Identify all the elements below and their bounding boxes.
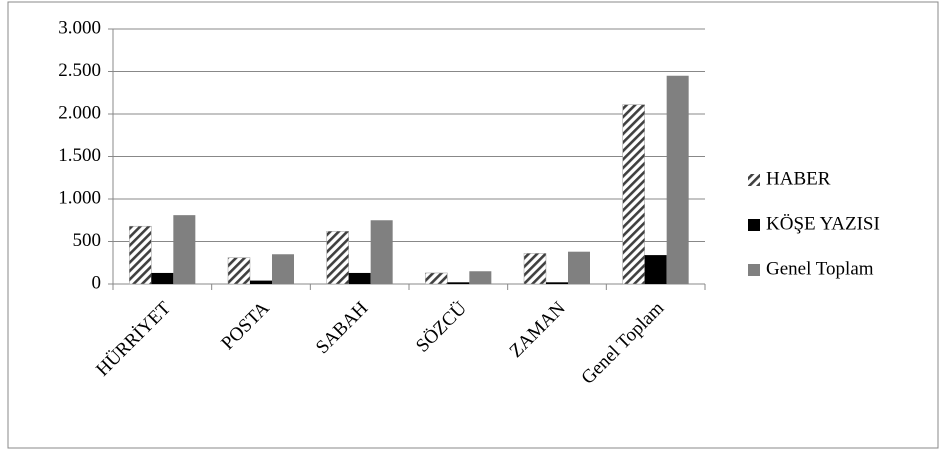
bar	[326, 231, 349, 285]
bar	[173, 215, 196, 284]
bar	[546, 282, 568, 284]
y-tick-label: 1.000	[58, 187, 101, 208]
y-tick-label: 2.000	[58, 102, 101, 123]
bar	[644, 255, 667, 284]
bar	[272, 254, 294, 284]
bar	[151, 272, 174, 284]
bar	[129, 225, 152, 285]
bar	[523, 253, 547, 285]
bar	[425, 272, 448, 285]
legend-label: Genel Toplam	[766, 258, 874, 279]
bar	[447, 282, 470, 284]
bar	[370, 220, 393, 284]
bar	[568, 251, 590, 284]
bar	[227, 257, 251, 285]
chart-frame	[7, 1, 939, 449]
bar	[622, 104, 645, 285]
y-tick-label: 0	[92, 272, 102, 293]
legend-swatch	[748, 264, 760, 276]
y-tick-label: 2.500	[58, 60, 101, 81]
y-tick-label: 1.500	[58, 145, 101, 166]
legend-swatch	[748, 174, 760, 186]
bar	[666, 75, 689, 284]
legend-label: KÖŞE YAZISI	[766, 213, 880, 234]
legend-swatch	[748, 219, 760, 231]
bar	[348, 272, 371, 284]
y-tick-label: 3.000	[58, 17, 101, 38]
bar	[250, 280, 272, 284]
legend-label: HABER	[766, 168, 831, 189]
y-tick-label: 500	[73, 230, 102, 251]
bar	[469, 271, 492, 284]
